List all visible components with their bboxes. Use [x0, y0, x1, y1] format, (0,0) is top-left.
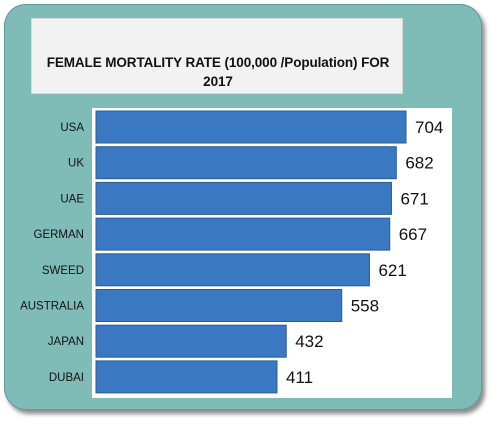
value-label-uk: 682 — [405, 154, 433, 173]
category-label-dubai: DUBAI — [49, 372, 84, 384]
bar-dubai — [95, 360, 278, 394]
category-label-uk: UK — [68, 158, 84, 170]
value-label-dubai: 411 — [286, 368, 313, 387]
category-label-australia: AUSTRALIA — [20, 301, 84, 313]
value-label-sweed: 621 — [378, 261, 406, 280]
category-label-sweed: SWEED — [42, 265, 84, 277]
bar-usa — [95, 110, 407, 144]
value-label-usa: 704 — [415, 118, 443, 137]
bar-australia — [95, 289, 343, 322]
bar-sweed — [95, 253, 370, 287]
bar-japan — [95, 324, 287, 358]
chart-title-line-1: FEMALE MORTALITY RATE (100,000 /Populati… — [46, 55, 390, 70]
category-label-japan: JAPAN — [48, 336, 84, 348]
value-label-german: 667 — [399, 225, 427, 244]
value-label-uae: 671 — [400, 189, 428, 208]
chart-title-box: FEMALE MORTALITY RATE (100,000 /Populati… — [31, 18, 403, 94]
bar-uae — [95, 181, 392, 215]
category-label-uae: UAE — [60, 193, 84, 205]
bar-german — [95, 217, 391, 251]
chart-title-line-2: 2017 — [203, 74, 233, 89]
chart-title: FEMALE MORTALITY RATE (100,000 /Populati… — [32, 53, 404, 91]
category-label-usa: USA — [60, 122, 84, 134]
value-label-australia: 558 — [351, 297, 379, 316]
category-label-german: GERMAN — [34, 229, 84, 241]
bar-uk — [95, 146, 397, 180]
value-label-japan: 432 — [295, 332, 323, 351]
